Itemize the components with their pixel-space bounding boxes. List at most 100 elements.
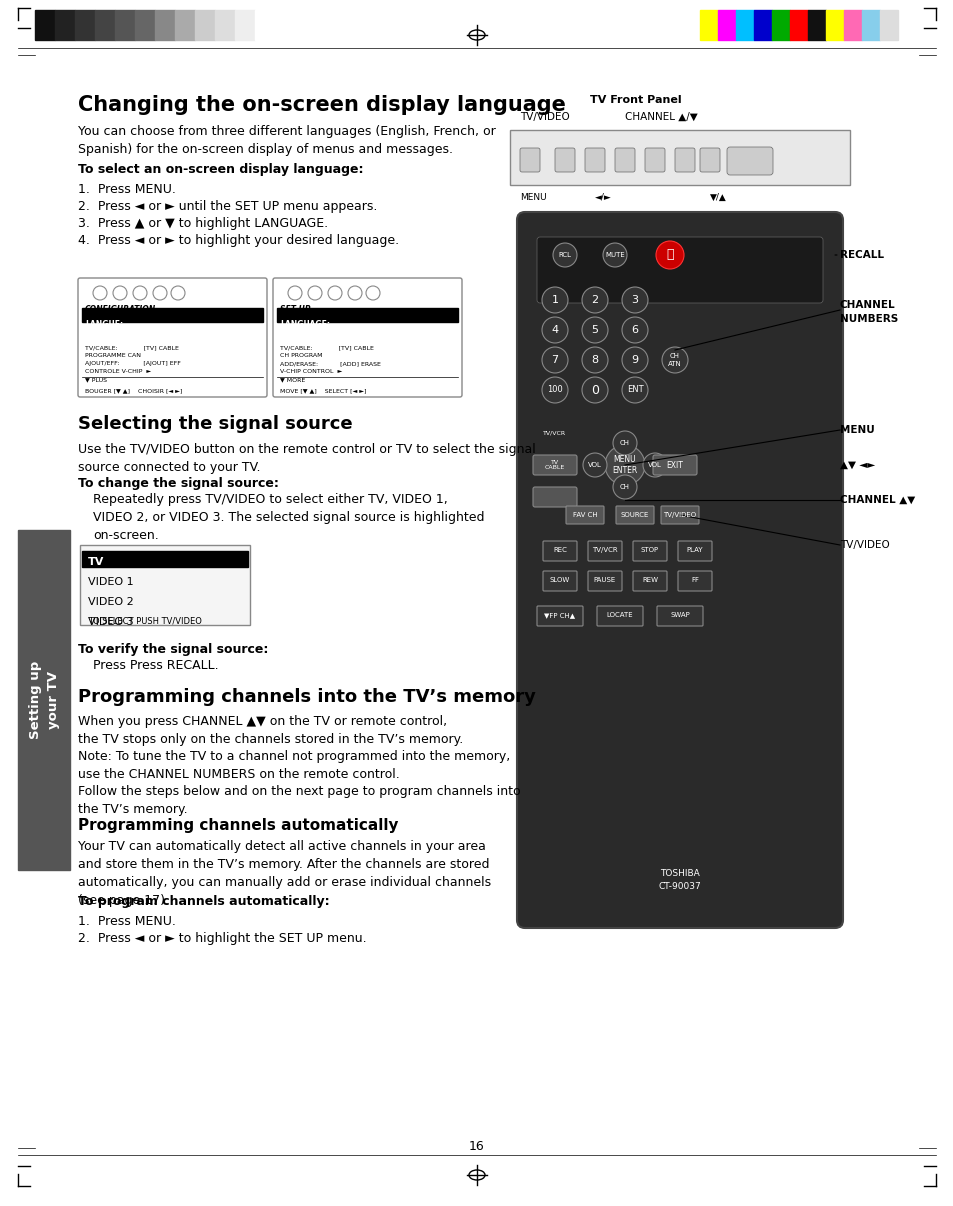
Bar [718, 10, 735, 40]
FancyBboxPatch shape [537, 605, 582, 626]
Bar [214, 10, 234, 40]
Text: CONFIGURATION: CONFIGURATION [85, 305, 156, 314]
Bar [194, 10, 214, 40]
FancyBboxPatch shape [644, 148, 664, 172]
FancyBboxPatch shape [660, 507, 699, 523]
Text: BOUGER [▼ ▲]    CHOISIR [◄ ►]: BOUGER [▼ ▲] CHOISIR [◄ ►] [85, 388, 182, 393]
Text: TV Front Panel: TV Front Panel [589, 95, 680, 105]
Text: Use the TV/VIDEO button on the remote control or TV to select the signal
source : Use the TV/VIDEO button on the remote co… [78, 443, 536, 474]
Text: Note: To tune the TV to a channel not programmed into the memory,
use the CHANNE: Note: To tune the TV to a channel not pr… [78, 750, 510, 781]
FancyBboxPatch shape [700, 148, 720, 172]
FancyBboxPatch shape [273, 279, 461, 397]
Text: To program channels automatically:: To program channels automatically: [78, 895, 330, 908]
Bar [825, 10, 843, 40]
Text: TV/CABLE:             [TV] CABLE: TV/CABLE: [TV] CABLE [280, 345, 374, 350]
Text: ENGLISH [FRANCAIS] ESPANOL: ENGLISH [FRANCAIS] ESPANOL [95, 330, 215, 336]
Bar [174, 10, 194, 40]
FancyBboxPatch shape [633, 570, 666, 591]
Circle shape [602, 242, 626, 267]
Text: ⏻: ⏻ [665, 248, 673, 262]
Text: To select an on-screen display language:: To select an on-screen display language: [78, 163, 363, 176]
FancyBboxPatch shape [542, 541, 577, 561]
FancyBboxPatch shape [517, 212, 842, 927]
Text: FAV CH: FAV CH [572, 513, 597, 519]
Text: AJOUT/EFF:            [AJOUT] EFF: AJOUT/EFF: [AJOUT] EFF [85, 361, 181, 365]
Text: PROGRAMME CAN: PROGRAMME CAN [85, 353, 141, 358]
Bar [80, 545, 250, 625]
Text: Follow the steps below and on the next page to program channels into
the TV’s me: Follow the steps below and on the next p… [78, 785, 520, 816]
Text: Programming channels automatically: Programming channels automatically [78, 818, 398, 833]
Circle shape [541, 377, 567, 403]
Text: 2: 2 [591, 295, 598, 305]
Text: 3: 3 [631, 295, 638, 305]
Text: MENU: MENU [519, 193, 546, 201]
Text: VOL: VOL [647, 462, 661, 468]
Text: ◄/►: ◄/► [595, 193, 611, 201]
FancyBboxPatch shape [542, 570, 577, 591]
FancyBboxPatch shape [597, 605, 642, 626]
FancyBboxPatch shape [565, 507, 603, 523]
Bar [771, 10, 789, 40]
FancyBboxPatch shape [675, 148, 695, 172]
Text: V-CHIP CONTROL  ►: V-CHIP CONTROL ► [280, 369, 342, 374]
Text: 0: 0 [590, 384, 598, 397]
Circle shape [581, 317, 607, 343]
Bar [154, 10, 174, 40]
Bar [115, 10, 135, 40]
Text: TV/VCR: TV/VCR [543, 431, 566, 435]
FancyBboxPatch shape [615, 148, 635, 172]
Text: 7: 7 [551, 355, 558, 365]
Text: VIDEO 1: VIDEO 1 [88, 576, 133, 587]
Circle shape [541, 287, 567, 314]
Bar [700, 10, 718, 40]
Text: MENU: MENU [840, 425, 874, 435]
Bar [843, 10, 862, 40]
Bar [735, 10, 753, 40]
Text: 5: 5 [591, 324, 598, 335]
Text: CH
ATN: CH ATN [667, 353, 681, 367]
Text: Press Press RECALL.: Press Press RECALL. [92, 658, 218, 672]
Text: LANGUAGE:: LANGUAGE: [280, 320, 330, 329]
FancyBboxPatch shape [533, 455, 577, 475]
FancyBboxPatch shape [678, 570, 711, 591]
Circle shape [613, 475, 637, 499]
Bar [82, 551, 248, 567]
Text: You can choose from three different languages (English, French, or
Spanish) for : You can choose from three different lang… [78, 125, 496, 156]
Text: To change the signal source:: To change the signal source: [78, 478, 278, 490]
FancyBboxPatch shape [726, 147, 772, 175]
Text: TV/VCR: TV/VCR [592, 548, 618, 554]
Text: ADD/ERASE:           [ADD] ERASE: ADD/ERASE: [ADD] ERASE [280, 361, 380, 365]
Text: EXIT: EXIT [666, 461, 682, 469]
FancyBboxPatch shape [519, 148, 539, 172]
Text: Repeatedly press TV/VIDEO to select either TV, VIDEO 1,
VIDEO 2, or VIDEO 3. The: Repeatedly press TV/VIDEO to select eith… [92, 493, 484, 541]
Circle shape [621, 377, 647, 403]
Text: 8: 8 [591, 355, 598, 365]
Circle shape [581, 347, 607, 373]
Circle shape [541, 317, 567, 343]
Text: TV/VIDEO: TV/VIDEO [840, 540, 889, 550]
Text: LOCATE: LOCATE [606, 611, 633, 617]
Text: RECALL: RECALL [840, 250, 883, 260]
FancyBboxPatch shape [678, 541, 711, 561]
Bar [807, 10, 825, 40]
Text: Changing the on-screen display language: Changing the on-screen display language [78, 95, 565, 115]
Bar [75, 10, 95, 40]
Text: [ENGLISH] FRANCAIS ESPANOL: [ENGLISH] FRANCAIS ESPANOL [290, 330, 410, 336]
Bar [510, 130, 849, 185]
Text: 4: 4 [551, 324, 558, 335]
FancyBboxPatch shape [587, 541, 621, 561]
Circle shape [553, 242, 577, 267]
Text: When you press CHANNEL ▲▼ on the TV or remote control,
the TV stops only on the : When you press CHANNEL ▲▼ on the TV or r… [78, 715, 463, 747]
Text: ▼/▲: ▼/▲ [709, 193, 726, 201]
Text: STOP: STOP [640, 548, 659, 554]
Bar [753, 10, 771, 40]
FancyBboxPatch shape [652, 455, 697, 475]
Circle shape [604, 445, 644, 485]
Text: 2.  Press ◄ or ► until the SET UP menu appears.: 2. Press ◄ or ► until the SET UP menu ap… [78, 200, 377, 213]
Text: VOL: VOL [587, 462, 601, 468]
Text: MENU
ENTER: MENU ENTER [612, 456, 637, 475]
Text: SLOW: SLOW [549, 576, 570, 582]
Text: REW: REW [641, 576, 658, 582]
Text: CONTROLE V-CHIP  ►: CONTROLE V-CHIP ► [85, 369, 151, 374]
Text: REC: REC [553, 548, 566, 554]
